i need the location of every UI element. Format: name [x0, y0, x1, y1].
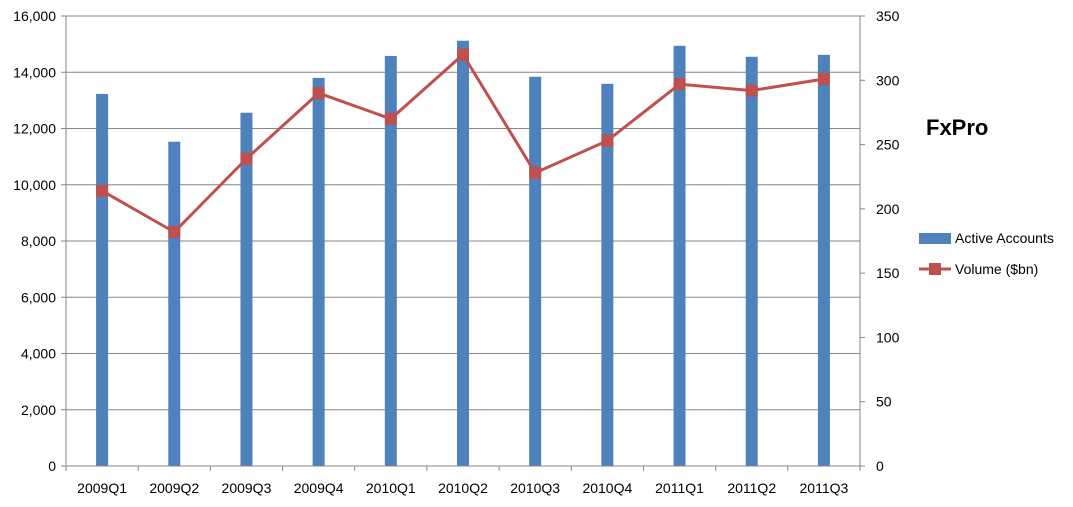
left-axis-tick-label: 10,000 [13, 177, 56, 193]
bar [601, 83, 614, 466]
right-axis-tick-label: 0 [876, 458, 884, 474]
left-axis-tick-label: 14,000 [13, 64, 56, 80]
right-axis-tick-label: 50 [876, 394, 892, 410]
bar [745, 56, 758, 466]
x-axis-tick-label: 2009Q1 [77, 480, 127, 496]
line-point-marker [384, 112, 397, 125]
x-axis-tick-label: 2010Q2 [438, 480, 488, 496]
legend-label: Active Accounts [955, 230, 1054, 246]
x-axis-tick-label: 2009Q2 [149, 480, 199, 496]
line-point-marker [96, 184, 109, 197]
line-point-marker [529, 166, 542, 179]
bar [457, 40, 469, 466]
x-axis-tick-label: 2011Q1 [655, 480, 704, 496]
right-axis-tick-label: 250 [876, 137, 900, 153]
legend-marker [929, 263, 941, 275]
left-axis-tick-label: 0 [48, 458, 56, 474]
right-axis-tick-label: 200 [876, 201, 900, 217]
line-point-marker [457, 48, 469, 61]
line-point-marker [673, 78, 686, 91]
x-axis-tick-label: 2009Q4 [294, 480, 344, 496]
axes: 0 2,000 4,000 6,000 8,000 10,000 12,000 14,000 1… [13, 8, 899, 496]
line-point-marker [817, 73, 830, 85]
right-axis-tick-label: 100 [876, 329, 900, 345]
bar [96, 93, 109, 466]
right-axis-tick-label: 300 [876, 72, 900, 88]
x-axis-tick-label: 2010Q4 [582, 480, 632, 496]
bar [529, 76, 542, 466]
x-axis-tick-label: 2010Q3 [510, 480, 560, 496]
bar [673, 45, 686, 466]
bar [312, 77, 325, 466]
legend-item-active-accounts: Active Accounts [919, 230, 1054, 246]
x-axis-tick-label: 2011Q3 [800, 480, 849, 496]
legend: Active Accounts Volume ($bn) [919, 230, 1054, 277]
left-axis-tick-label: 6,000 [21, 289, 56, 305]
bar [168, 141, 181, 466]
left-axis-tick-label: 12,000 [13, 121, 56, 137]
left-axis-tick-label: 8,000 [21, 233, 56, 249]
line-point-marker [240, 152, 253, 165]
x-axis-tick-label: 2011Q2 [727, 480, 776, 496]
bar-series-active-accounts [96, 40, 830, 466]
chart-title: FxPro [926, 115, 988, 140]
legend-item-volume: Volume ($bn) [919, 261, 1038, 277]
line-point-marker [312, 87, 325, 100]
line-point-marker [168, 226, 181, 238]
x-axis-tick-label: 2010Q1 [366, 480, 416, 496]
bar [240, 112, 253, 466]
line-point-marker [745, 84, 758, 97]
legend-swatch [919, 233, 951, 244]
legend-label: Volume ($bn) [955, 261, 1038, 277]
left-axis-tick-label: 16,000 [13, 8, 56, 24]
line-series-volume [96, 48, 830, 238]
line-point-marker [601, 134, 614, 147]
bar [384, 55, 397, 466]
bar [817, 54, 830, 466]
left-axis-tick-label: 4,000 [21, 346, 56, 362]
x-axis-tick-label: 2009Q3 [222, 480, 272, 496]
right-axis-tick-label: 350 [876, 8, 900, 24]
left-axis-tick-label: 2,000 [21, 402, 56, 418]
right-axis-tick-label: 150 [876, 265, 900, 281]
